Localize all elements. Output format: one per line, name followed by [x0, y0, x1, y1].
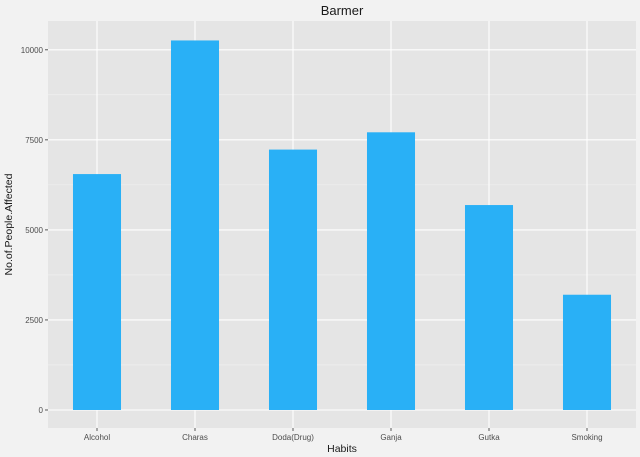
y-tick-label: 2500 [25, 316, 43, 325]
bar-charas [170, 40, 220, 410]
x-tick-label: Alcohol [84, 433, 110, 442]
plot-panel [48, 21, 636, 428]
bar-smoking [562, 294, 612, 410]
x-tick-label: Smoking [571, 433, 602, 442]
y-tick-label: 0 [39, 406, 44, 415]
x-tick-label: Charas [182, 433, 208, 442]
x-axis: Alcohol Charas Doda(Drug) Ganja Gutka Smoking [84, 428, 603, 442]
y-tick-label: 10000 [21, 46, 44, 55]
x-tick-label: Doda(Drug) [272, 433, 314, 442]
y-tick-label: 5000 [25, 226, 43, 235]
bars [72, 40, 612, 410]
x-tick-label: Gutka [478, 433, 500, 442]
chart-title: Barmer [321, 3, 364, 18]
bar-ganja [366, 132, 416, 410]
x-tick-label: Ganja [380, 433, 402, 442]
bar-gutka [464, 205, 514, 410]
y-axis: 0 2500 5000 7500 10000 [21, 46, 48, 415]
bar-doda-drug [268, 149, 318, 410]
x-axis-title: Habits [327, 443, 357, 455]
y-tick-label: 7500 [25, 136, 43, 145]
bar-alcohol [72, 174, 122, 410]
y-axis-title: No.of.People.Affected [3, 173, 15, 275]
